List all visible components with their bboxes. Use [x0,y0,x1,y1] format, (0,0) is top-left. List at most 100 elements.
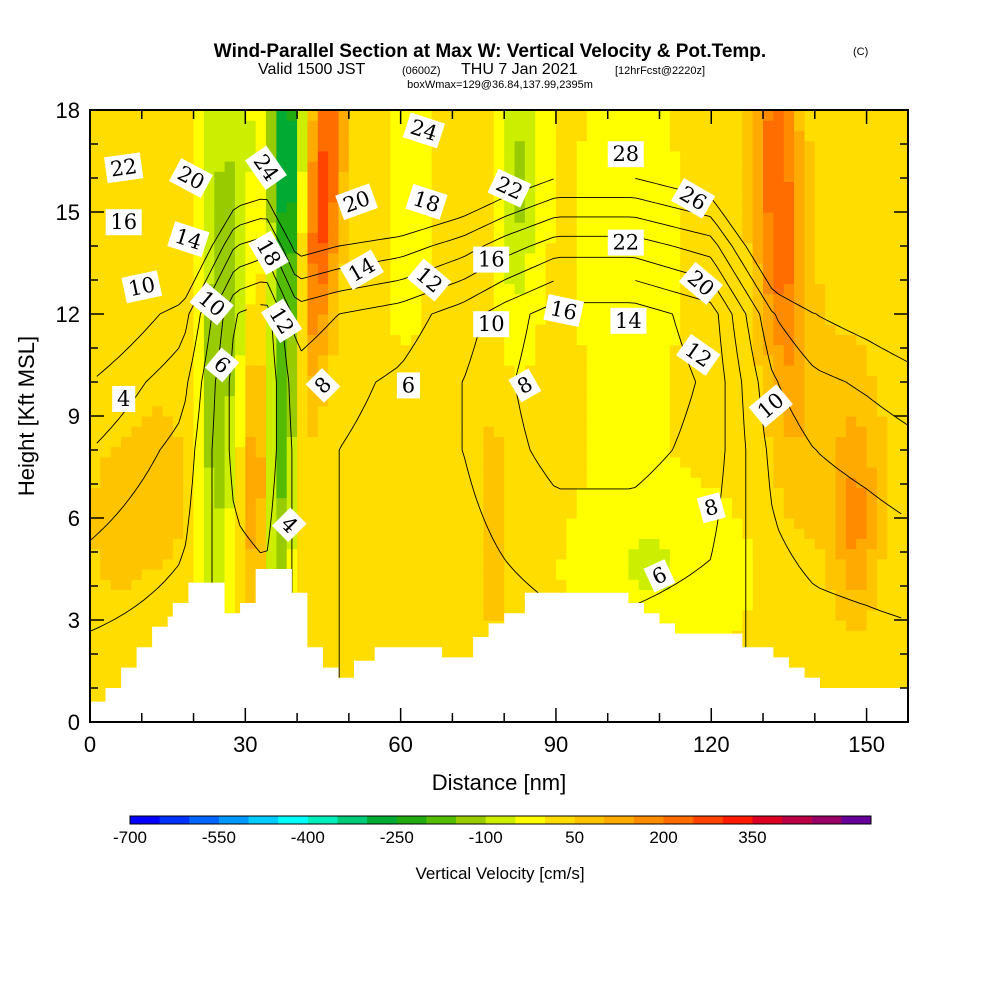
velocity-cell [866,365,878,376]
velocity-cell [856,232,868,244]
velocity-cell [866,467,878,478]
velocity-cell [152,130,164,142]
velocity-cell [307,252,319,264]
velocity-cell [876,273,888,284]
velocity-cell [794,365,806,376]
velocity-cell [100,171,112,182]
velocity-cell [203,263,215,274]
velocity-cell [887,212,899,223]
velocity-cell [141,456,153,468]
velocity-cell [234,181,246,193]
velocity-cell [504,201,516,213]
velocity-cell [845,344,857,356]
velocity-cell [421,171,433,182]
velocity-cell [711,365,723,376]
velocity-cell [504,303,516,315]
velocity-cell [649,293,661,305]
velocity-cell [493,293,505,305]
velocity-cell [100,446,112,458]
velocity-cell [452,507,464,519]
velocity-cell [866,273,878,284]
velocity-cell [638,201,650,213]
velocity-cell [131,110,143,121]
velocity-cell [359,497,371,509]
velocity-cell [711,314,723,325]
velocity-cell [649,548,661,560]
velocity-cell [328,528,340,539]
velocity-cell [535,416,547,427]
velocity-cell [794,222,806,233]
velocity-cell [814,222,826,233]
velocity-cell [152,181,164,193]
velocity-cell [224,558,236,570]
contour-label-box [169,158,213,198]
velocity-cell [390,283,402,295]
velocity-cell [773,507,785,519]
velocity-cell [535,487,547,499]
velocity-cell [763,446,774,458]
velocity-cell [162,130,174,142]
velocity-cell [410,518,422,529]
velocity-cell [680,497,692,509]
velocity-cell [255,314,267,325]
velocity-cell [763,252,774,264]
velocity-cell [866,426,878,437]
velocity-cell [649,252,661,264]
velocity-cell [410,324,422,335]
velocity-cell [276,548,288,560]
velocity-cell [711,620,723,631]
velocity-cell [452,497,464,509]
velocity-cell [535,334,547,346]
velocity-cell [628,579,640,590]
velocity-cell [721,110,733,121]
velocity-cell [783,191,795,203]
velocity-cell [379,548,391,560]
velocity-cell [752,344,764,356]
velocity-cell [193,426,205,437]
velocity-cell [317,150,329,162]
velocity-cell [110,548,122,560]
velocity-cell [483,161,495,172]
velocity-cell [628,283,640,295]
velocity-cell [825,334,837,346]
velocity-cell [297,191,309,203]
velocity-cell [576,212,588,223]
velocity-cell [152,395,164,407]
velocity-cell [359,569,371,580]
velocity-cell [887,599,899,611]
velocity-cell [773,283,785,295]
velocity-cell [659,599,671,611]
velocity-cell [555,354,567,366]
velocity-cell [535,395,547,407]
velocity-cell [763,630,774,641]
velocity-cell [535,252,547,264]
velocity-cell [390,579,402,590]
velocity-cell [721,456,733,468]
velocity-cell [390,375,402,386]
velocity-cell [659,538,671,550]
velocity-cell [545,171,557,182]
velocity-cell [659,242,671,254]
velocity-cell [442,242,453,254]
velocity-cell [452,599,464,611]
velocity-cell [390,528,402,539]
velocity-cell [856,405,868,417]
velocity-cell [90,558,101,570]
velocity-cell [763,456,774,468]
velocity-cell [825,365,837,376]
velocity-cell [400,273,412,284]
velocity-cell [131,252,143,264]
velocity-cell [224,334,236,346]
velocity-cell [783,599,795,611]
velocity-cell [794,579,806,590]
velocity-cell [359,558,371,570]
velocity-cell [493,283,505,295]
velocity-cell [276,201,288,213]
velocity-cell [576,507,588,519]
y-tick-label: 12 [56,302,80,327]
velocity-cell [431,232,443,244]
contour-label-text: 28 [612,142,639,166]
velocity-cell [555,497,567,509]
velocity-cell [690,436,702,448]
velocity-cell [131,263,143,274]
